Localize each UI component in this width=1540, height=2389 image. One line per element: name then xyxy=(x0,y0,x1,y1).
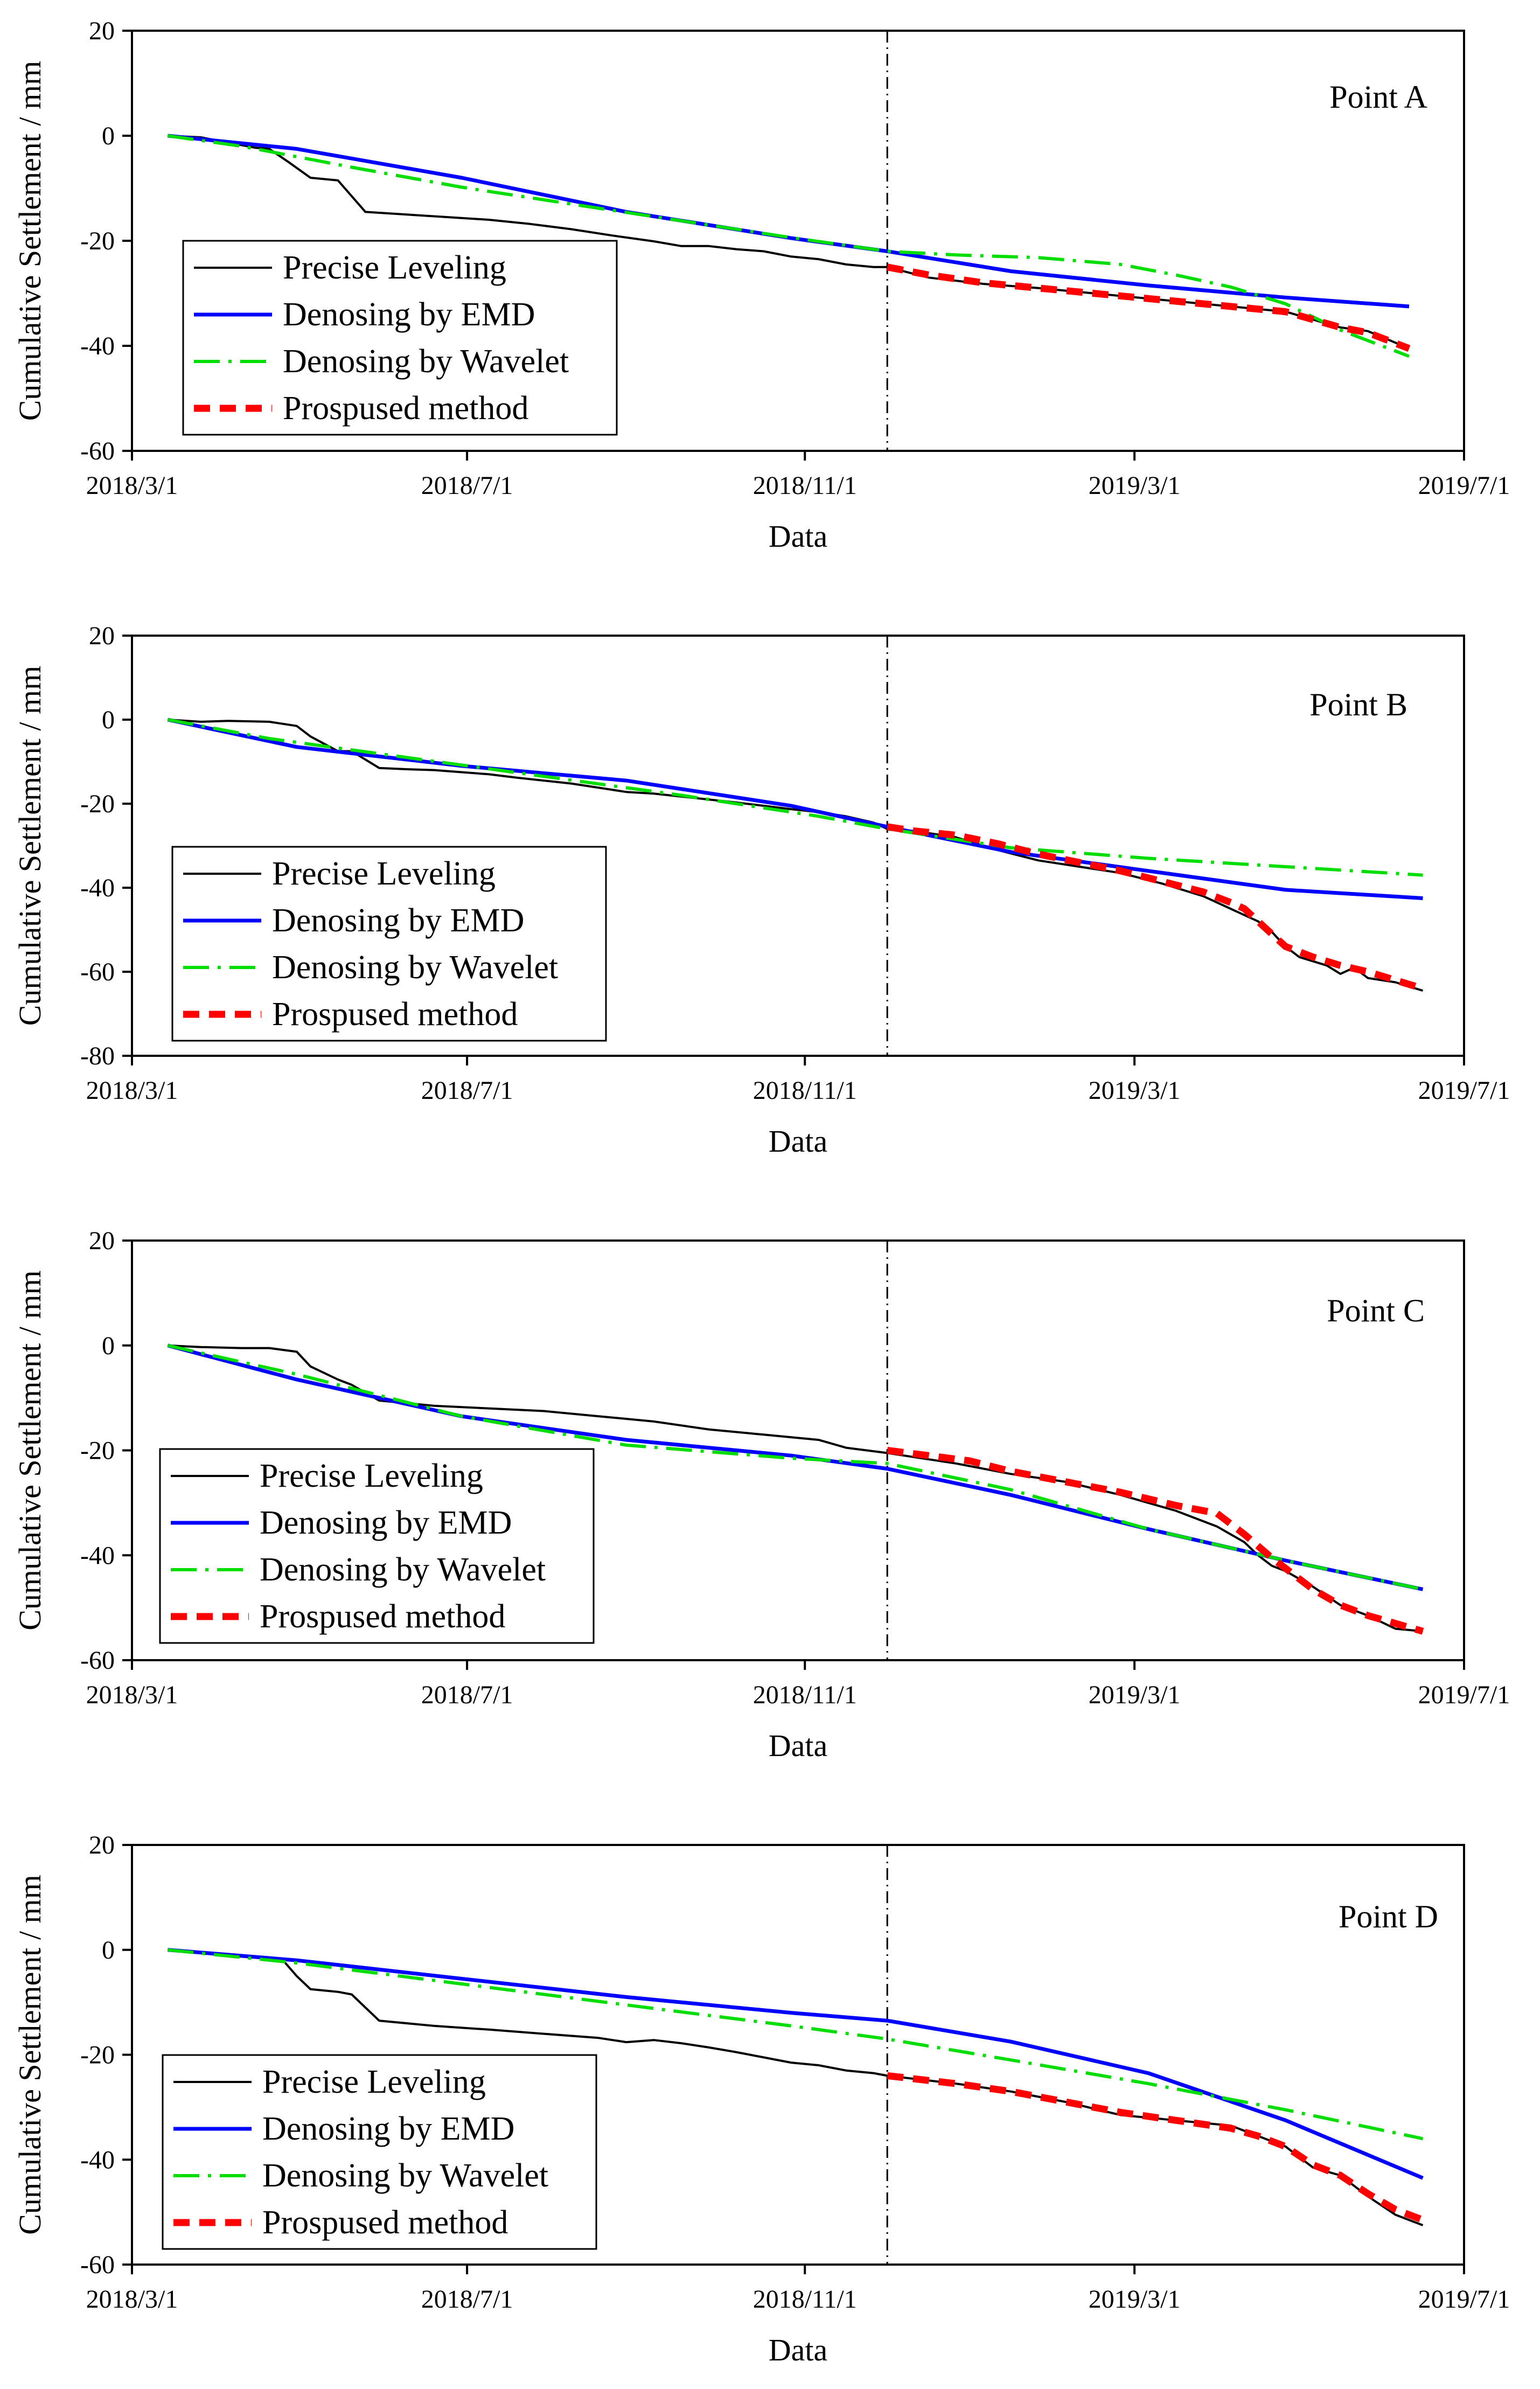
series-precise-line xyxy=(168,135,1410,350)
legend-label-proposed: Prospused method xyxy=(262,2204,508,2241)
y-axis-label: Cumulative Settlement / mm xyxy=(12,61,47,421)
x-tick-label: 2018/3/1 xyxy=(86,471,178,500)
legend-label-emd: Denosing by EMD xyxy=(260,1505,512,1541)
y-tick-label: 20 xyxy=(89,622,115,650)
x-tick-label: 2019/7/1 xyxy=(1418,2285,1510,2314)
x-axis-label: Data xyxy=(769,2332,828,2367)
x-tick-label: 2018/3/1 xyxy=(86,2285,178,2314)
x-tick-label: 2018/7/1 xyxy=(421,471,513,500)
chart-panel-d: -60 -40 -20 0 20 2018/3/1 2018/7/1 2018/11/1 201… xyxy=(12,1831,1510,2367)
y-tick-label: 0 xyxy=(102,122,115,150)
x-tick-label: 2018/11/1 xyxy=(753,1076,857,1105)
y-tick-label: -40 xyxy=(80,2146,115,2174)
series-wavelet-line xyxy=(167,134,1410,358)
legend-label-precise: Precise Leveling xyxy=(272,855,496,892)
x-tick-label: 2019/3/1 xyxy=(1089,1681,1181,1709)
series-proposed-line xyxy=(887,2072,1424,2224)
chart-panel-c: -60 -40 -20 0 20 2018/3/1 2018/7/1 2018/11/1 201… xyxy=(12,1227,1510,1763)
legend-label-emd: Denosing by EMD xyxy=(272,902,524,939)
x-tick-label: 2019/7/1 xyxy=(1418,1681,1510,1709)
point-label: Point B xyxy=(1309,687,1407,722)
y-axis-label: Cumulative Settlement / mm xyxy=(12,1270,47,1631)
y-tick-label: -80 xyxy=(80,1042,115,1070)
x-tick-label: 2018/11/1 xyxy=(753,2285,857,2314)
x-tick-label: 2019/7/1 xyxy=(1418,1076,1510,1105)
y-tick-label: 0 xyxy=(102,1332,115,1360)
series-proposed-line xyxy=(886,263,1411,352)
y-tick-label: 20 xyxy=(89,1227,115,1255)
series-proposed-line xyxy=(887,1447,1424,1635)
series-emd-line xyxy=(168,1948,1424,2180)
series-wavelet-line xyxy=(167,718,1423,877)
series-emd-line xyxy=(167,718,1423,900)
point-label: Point D xyxy=(1339,1899,1438,1934)
legend-label-precise: Precise Leveling xyxy=(262,2064,486,2100)
y-tick-label: -60 xyxy=(80,958,115,986)
y-tick-label: -20 xyxy=(80,227,115,255)
y-axis-label: Cumulative Settlement / mm xyxy=(12,666,47,1026)
x-tick-label: 2019/3/1 xyxy=(1089,471,1181,500)
legend-label-wavelet: Denosing by Wavelet xyxy=(283,343,569,380)
x-tick-label: 2018/7/1 xyxy=(421,2285,513,2314)
y-tick-label: 0 xyxy=(102,1936,115,1965)
legend: Precise Leveling Denosing by EMD Denosing … xyxy=(159,1448,595,1644)
y-tick-label: 20 xyxy=(89,1831,115,1859)
x-tick-label: 2018/7/1 xyxy=(421,1681,513,1709)
y-tick-label: -60 xyxy=(80,1646,115,1675)
legend-label-emd: Denosing by EMD xyxy=(283,296,535,333)
x-tick-label: 2018/3/1 xyxy=(86,1076,178,1105)
y-tick-label: -60 xyxy=(80,2251,115,2279)
series-wavelet-line xyxy=(167,1343,1424,1591)
y-tick-label: -40 xyxy=(80,874,115,902)
y-tick-label: -60 xyxy=(80,437,115,465)
legend-label-proposed: Prospused method xyxy=(283,390,528,427)
y-tick-label: -40 xyxy=(80,1541,115,1570)
series-precise-line xyxy=(168,1344,1423,1633)
y-axis-label: Cumulative Settlement / mm xyxy=(12,1875,47,2235)
x-tick-label: 2018/11/1 xyxy=(753,471,857,500)
legend-label-proposed: Prospused method xyxy=(272,996,518,1033)
legend-box xyxy=(182,240,618,436)
y-tick-label: -40 xyxy=(80,332,115,360)
chart-panel-b: -80 -60 -40 -20 0 20 2018/3/1 2018/7/1 2018/11/1… xyxy=(12,622,1510,1159)
y-tick-label: 0 xyxy=(102,706,115,734)
x-tick-label: 2019/7/1 xyxy=(1418,471,1510,500)
legend-box xyxy=(162,2054,597,2250)
x-axis-label: Data xyxy=(769,519,828,554)
y-tick-label: -20 xyxy=(80,1437,115,1465)
x-tick-label: 2018/7/1 xyxy=(421,1076,513,1105)
x-tick-label: 2019/3/1 xyxy=(1089,1076,1181,1105)
x-tick-label: 2018/11/1 xyxy=(753,1681,857,1709)
chart-panel-a: -60 -40 -20 0 20 2018/3/1 2018/7/1 2018/11/1 201… xyxy=(12,17,1510,554)
legend-label-wavelet: Denosing by Wavelet xyxy=(260,1551,546,1588)
legend-label-proposed: Prospused method xyxy=(260,1598,505,1635)
legend-label-wavelet: Denosing by Wavelet xyxy=(272,949,558,986)
y-tick-label: 20 xyxy=(89,17,115,45)
legend: Precise Leveling Denosing by EMD Denosing … xyxy=(162,2054,597,2250)
y-tick-label: -20 xyxy=(80,790,115,818)
x-tick-label: 2018/3/1 xyxy=(86,1681,178,1709)
x-axis-label: Data xyxy=(769,1124,828,1159)
legend: Precise Leveling Denosing by EMD Denosing … xyxy=(171,846,607,1042)
series-proposed-line xyxy=(887,823,1424,992)
series-precise-line xyxy=(168,719,1424,992)
legend-label-precise: Precise Leveling xyxy=(283,249,506,286)
x-axis-label: Data xyxy=(769,1728,828,1763)
legend-label-wavelet: Denosing by Wavelet xyxy=(262,2157,548,2194)
legend-label-emd: Denosing by EMD xyxy=(262,2111,514,2147)
y-tick-label: -20 xyxy=(80,2041,115,2070)
point-label: Point C xyxy=(1327,1293,1425,1328)
legend-box xyxy=(171,846,607,1042)
x-tick-label: 2019/3/1 xyxy=(1089,2285,1181,2314)
legend-label-precise: Precise Leveling xyxy=(260,1458,483,1494)
plot-frame xyxy=(131,635,1465,1057)
legend-box xyxy=(159,1448,595,1644)
legend: Precise Leveling Denosing by EMD Denosing … xyxy=(182,240,618,436)
point-label: Point A xyxy=(1329,79,1427,115)
series-emd-line xyxy=(167,134,1410,309)
